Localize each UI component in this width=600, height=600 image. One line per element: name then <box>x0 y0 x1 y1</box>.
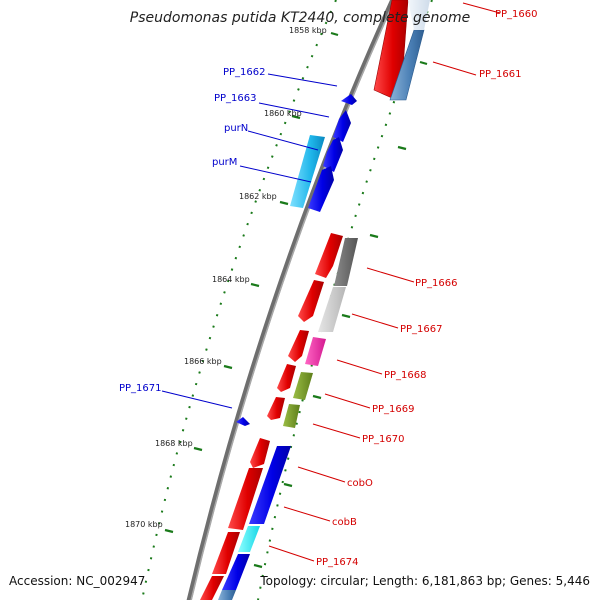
gene-feature-red-1 <box>315 233 343 278</box>
gene-label-purM[interactable]: purM <box>212 157 237 168</box>
gene-label-cobO[interactable]: cobO <box>347 478 373 489</box>
gene-feature-pp1667[interactable] <box>318 287 346 332</box>
gene-label-purN[interactable]: purN <box>224 123 248 134</box>
gene-feature-red-7 <box>228 468 263 530</box>
gene-label-pp1667[interactable]: PP_1667 <box>400 324 443 335</box>
accession-text: Accession: NC_002947 <box>9 574 146 588</box>
ruler-label-1868: 1868 kbp <box>155 439 193 448</box>
gene-feature-cyan-1 <box>290 135 325 208</box>
gene-label-pp1670[interactable]: PP_1670 <box>362 434 405 445</box>
ruler-label-1860: 1860 kbp <box>264 109 302 118</box>
ruler-label-1862: 1862 kbp <box>239 192 277 201</box>
gene-feature-red-2 <box>298 280 324 322</box>
genome-backbone <box>186 0 396 600</box>
gene-feature-pp1671[interactable] <box>236 417 250 426</box>
gene-label-pp1674[interactable]: PP_1674 <box>316 557 359 568</box>
gene-features <box>200 0 430 600</box>
gene-label-pp1668[interactable]: PP_1668 <box>384 370 427 381</box>
gene-label-pp1661[interactable]: PP_1661 <box>479 69 522 80</box>
gene-label-pp1660[interactable]: PP_1660 <box>495 9 538 20</box>
ruler-label-1864: 1864 kbp <box>212 275 250 284</box>
ruler-label-1870: 1870 kbp <box>125 520 163 529</box>
gene-feature-pp1662[interactable] <box>341 94 357 105</box>
gene-feature-pp1674[interactable] <box>222 554 250 590</box>
gene-label-pp1671[interactable]: PP_1671 <box>119 383 162 394</box>
gene-feature-pp1668[interactable] <box>305 337 326 366</box>
gene-feature-pp1666[interactable] <box>334 238 358 286</box>
gene-feature-pp1669[interactable] <box>293 372 313 400</box>
gene-feature-cobO[interactable] <box>249 446 291 524</box>
gene-label-pp1663[interactable]: PP_1663 <box>214 93 257 104</box>
gene-feature-steel-bottom <box>218 590 236 600</box>
gene-feature-purN[interactable] <box>323 137 343 172</box>
gene-label-cobB[interactable]: cobB <box>332 517 357 528</box>
gene-feature-purM[interactable] <box>308 166 334 212</box>
gene-feature-red-9 <box>200 576 224 600</box>
ruler-label-1858: 1858 kbp <box>289 26 327 35</box>
ruler-labels: 1858 kbp 1860 kbp 1862 kbp 1864 kbp 1866… <box>125 26 327 529</box>
gene-feature-red-8 <box>212 532 240 574</box>
gene-feature-red-3 <box>288 330 309 362</box>
gene-label-pp1669[interactable]: PP_1669 <box>372 404 415 415</box>
gene-feature-red-5 <box>267 397 285 420</box>
gene-feature-pale <box>408 0 430 30</box>
gene-labels-left: PP_1662 PP_1663 purN purM PP_1671 <box>119 67 266 394</box>
gene-labels-right: PP_1660 PP_1661 PP_1666 PP_1667 PP_1668 … <box>316 9 538 568</box>
gene-feature-pp1670[interactable] <box>283 404 300 428</box>
gene-label-pp1666[interactable]: PP_1666 <box>415 278 458 289</box>
gene-feature-red-4 <box>277 364 296 392</box>
ruler-ticks <box>164 31 428 569</box>
gene-feature-red-6 <box>250 438 270 468</box>
ruler-label-1866: 1866 kbp <box>184 357 222 366</box>
gene-label-pp1662[interactable]: PP_1662 <box>223 67 266 78</box>
gene-feature-pp1663[interactable] <box>333 110 351 142</box>
genome-summary-text: Topology: circular; Length: 6,181,863 bp… <box>260 574 590 588</box>
map-title: Pseudomonas putida KT2440, complete geno… <box>129 10 471 26</box>
gene-feature-cobB[interactable] <box>238 526 260 552</box>
leader-lines <box>161 2 501 562</box>
